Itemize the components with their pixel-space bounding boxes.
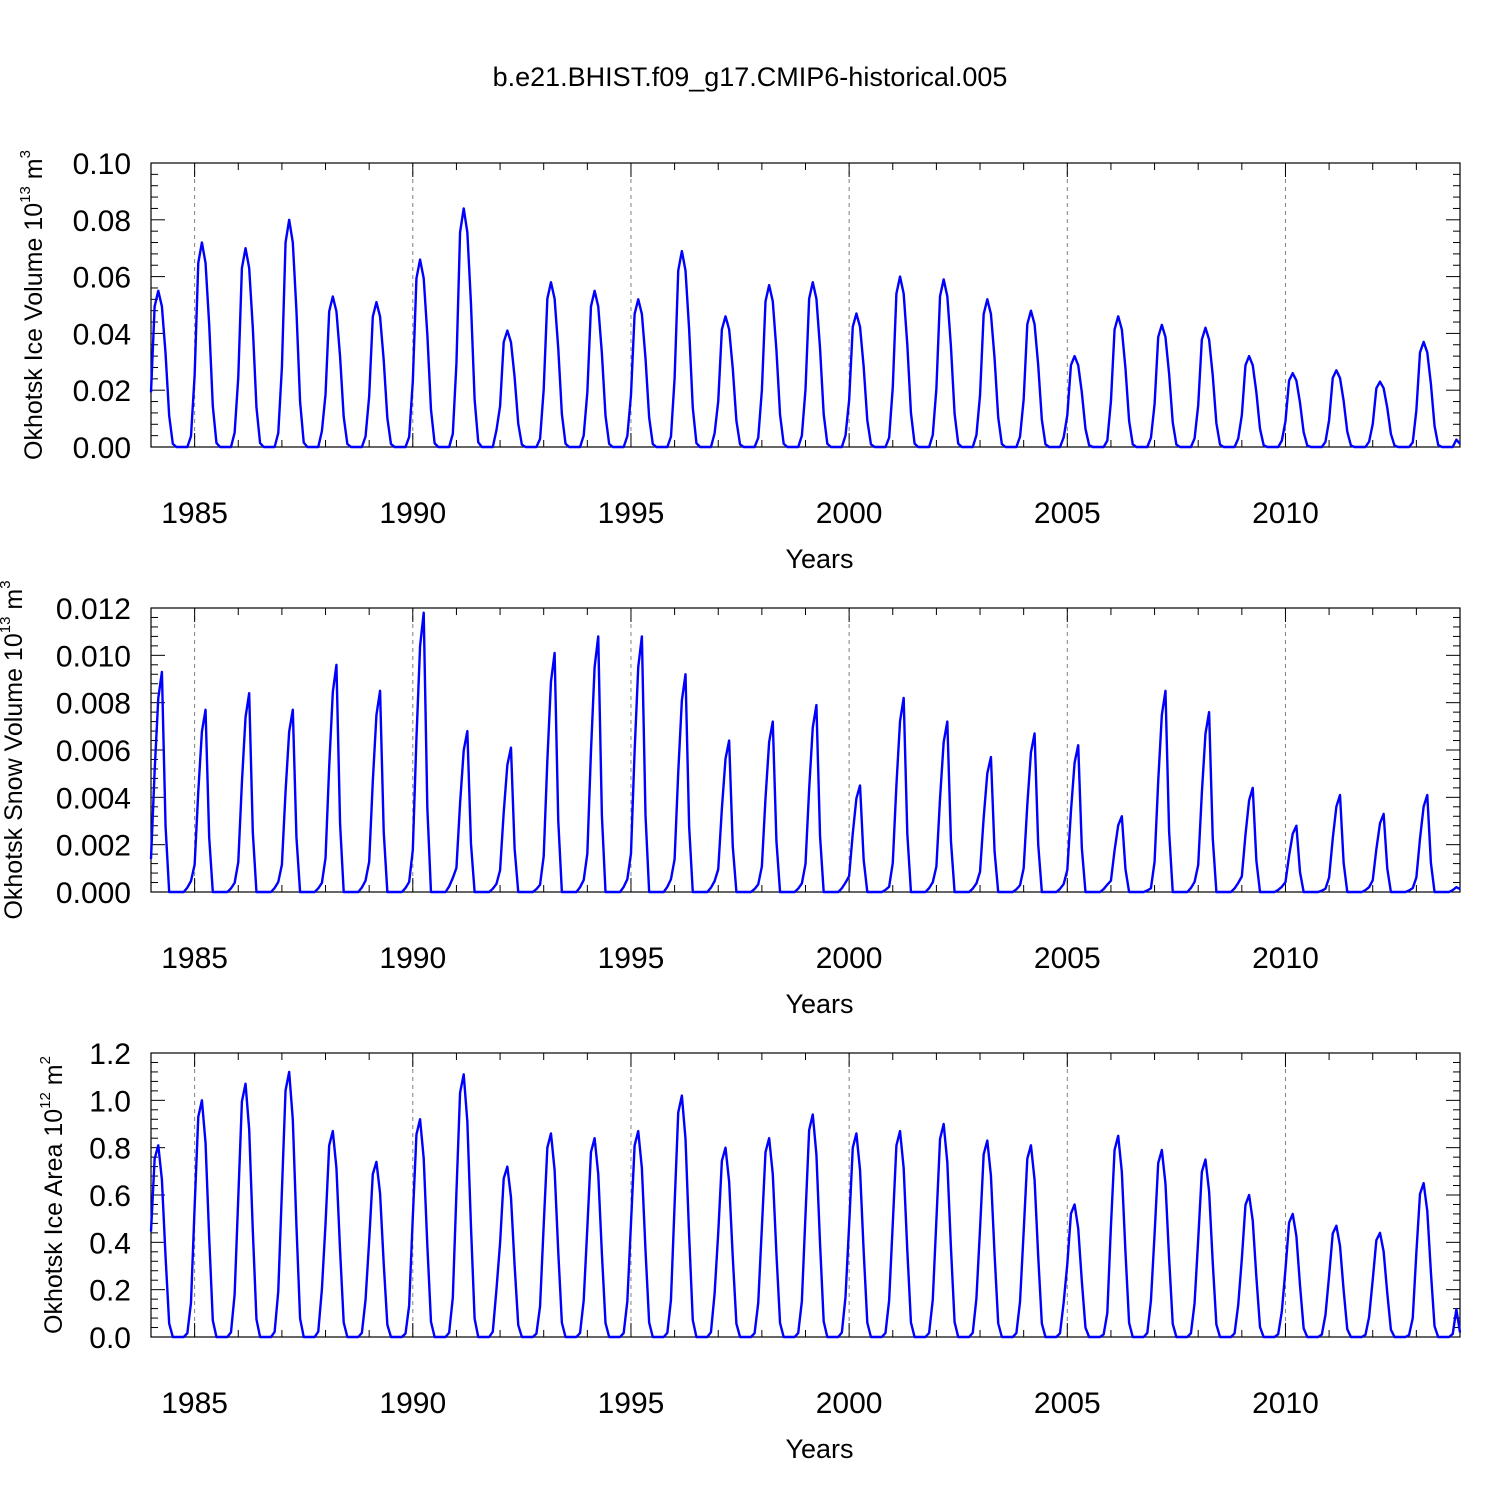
ice-area-ytick-label: 0.8	[89, 1133, 131, 1166]
snow-volume-x-axis-label: Years	[785, 989, 853, 1019]
ice-area-xtick-label: 1990	[379, 1387, 446, 1420]
ice-area-y-axis-label: Okhotsk Ice Area 1012 m2	[37, 1056, 68, 1334]
snow-volume-ytick-label: 0.006	[56, 735, 131, 768]
ice-volume-xtick-label: 1990	[379, 497, 446, 530]
ice-volume-ref-lines	[194, 163, 1286, 447]
snow-volume-xtick-label: 2010	[1252, 942, 1319, 975]
ice-volume-xtick-label: 2000	[816, 497, 883, 530]
ice-area-ytick-label: 0.2	[89, 1275, 131, 1308]
ice-area-ytick-label: 1.0	[89, 1085, 131, 1118]
snow-volume-ylabel-exp: 13	[0, 617, 14, 634]
ice-volume-ylabel-exp: 13	[17, 186, 34, 203]
snow-volume-y-axis-label: Okhotsk Snow Volume 1013 m3	[0, 580, 28, 919]
ice-volume-panel: 0.00 0.02 0.04 0.06 0.08 0.10 1985 1990 1995 2000…	[17, 148, 1461, 574]
ice-area-xtick-label: 2005	[1034, 1387, 1101, 1420]
ice-area-ylabel-unit-exp: 2	[37, 1056, 54, 1064]
ice-volume-ytick-label: 0.00	[73, 432, 131, 465]
snow-volume-ytick-label: 0.000	[56, 877, 131, 910]
snow-volume-panel: 0.000 0.002 0.004 0.006 0.008 0.010 0.012 1985 1…	[0, 580, 1461, 1019]
ice-volume-ytick-label: 0.10	[73, 148, 131, 181]
snow-volume-ytick-label: 0.008	[56, 688, 131, 721]
ice-volume-ytick-label: 0.08	[73, 205, 131, 238]
snow-volume-ytick-label: 0.004	[56, 782, 131, 815]
snow-volume-ytick-label: 0.002	[56, 830, 131, 863]
ice-volume-x-axis-label: Years	[785, 544, 853, 574]
ice-area-xtick-label: 1995	[598, 1387, 665, 1420]
ice-volume-xtick-label: 1995	[598, 497, 665, 530]
ice-area-series-line	[149, 1070, 1462, 1339]
ice-volume-xtick-label: 2005	[1034, 497, 1101, 530]
ice-volume-ytick-label: 0.06	[73, 262, 131, 295]
ice-area-xtick-label: 2000	[816, 1387, 883, 1420]
ice-area-ytick-label: 0.0	[89, 1322, 131, 1355]
ice-volume-series-line	[149, 207, 1461, 449]
ice-volume-xtick-label: 1985	[161, 497, 228, 530]
ice-volume-ticks: 0.00 0.02 0.04 0.06 0.08 0.10 1985 1990 1995 2000…	[73, 148, 1461, 530]
ice-area-ylabel-text: Okhotsk Ice Area 10	[40, 1109, 68, 1334]
snow-volume-ytick-label: 0.010	[56, 640, 131, 673]
snow-volume-ticks: 0.000 0.002 0.004 0.006 0.008 0.010 0.012 1985 1…	[56, 593, 1461, 975]
ice-volume-xtick-label: 2010	[1252, 497, 1319, 530]
ice-area-ylabel-unit: m	[40, 1064, 68, 1092]
ice-area-ytick-label: 1.2	[89, 1038, 131, 1071]
ice-area-xtick-label: 1985	[161, 1387, 228, 1420]
snow-volume-xtick-label: 2005	[1034, 942, 1101, 975]
ice-volume-ylabel-unit-exp: 3	[17, 150, 34, 158]
ice-volume-y-axis-label: Okhotsk Ice Volume 1013 m3	[17, 150, 48, 460]
ice-area-x-axis-label: Years	[785, 1434, 853, 1464]
ice-area-ticks: 0.0 0.2 0.4 0.6 0.8 1.0 1.2 1985 1990 1995 2000 200…	[89, 1038, 1461, 1420]
snow-volume-ylabel-unit-exp: 3	[0, 580, 14, 588]
ice-area-ytick-label: 0.4	[89, 1227, 131, 1260]
figure-title: b.e21.BHIST.f09_g17.CMIP6-historical.005	[493, 62, 1008, 92]
snow-volume-ylabel-text: Okhotsk Snow Volume 10	[0, 633, 28, 919]
snow-volume-ytick-label: 0.012	[56, 593, 131, 626]
ice-volume-ytick-label: 0.04	[73, 318, 131, 351]
snow-volume-series-line	[149, 611, 1461, 894]
ice-area-xtick-label: 2010	[1252, 1387, 1319, 1420]
snow-volume-xtick-label: 1990	[379, 942, 446, 975]
snow-volume-xtick-label: 1995	[598, 942, 665, 975]
ice-volume-ylabel-unit: m	[20, 158, 48, 186]
ice-volume-ylabel-text: Okhotsk Ice Volume 10	[20, 203, 48, 460]
snow-volume-xtick-label: 1985	[161, 942, 228, 975]
ice-area-ytick-label: 0.6	[89, 1180, 131, 1213]
ice-volume-ytick-label: 0.02	[73, 375, 131, 408]
snow-volume-ylabel-unit: m	[0, 589, 28, 617]
snow-volume-xtick-label: 2000	[816, 942, 883, 975]
ice-area-panel: 0.0 0.2 0.4 0.6 0.8 1.0 1.2 1985 1990 1995 2000 200…	[37, 1038, 1462, 1464]
ice-area-ylabel-exp: 12	[37, 1092, 54, 1109]
snow-volume-ref-lines	[194, 608, 1286, 892]
